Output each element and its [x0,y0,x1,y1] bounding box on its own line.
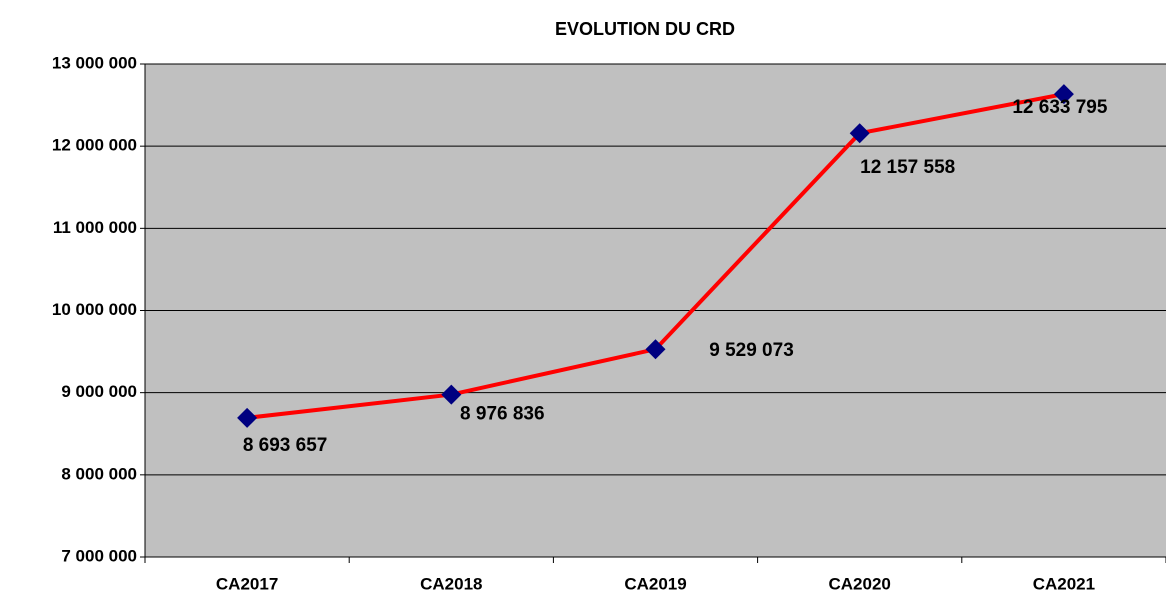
marker [237,407,258,428]
y-tick-label: 8 000 000 [61,464,137,483]
x-tick-label: CA2019 [624,574,686,593]
chart-title: EVOLUTION DU CRD [555,19,735,39]
marker [645,339,666,360]
x-tick-label: CA2020 [829,574,891,593]
x-tick-label: CA2018 [420,574,482,593]
y-tick-label: 11 000 000 [53,218,137,237]
data-label: 8 693 657 [243,435,328,456]
data-label: 9 529 073 [709,340,794,361]
y-tick-label: 9 000 000 [61,382,137,401]
marker [441,384,462,405]
data-label: 12 633 795 [1012,97,1108,118]
x-tick-label: CA2021 [1033,574,1095,593]
y-tick-label: 13 000 000 [52,53,137,72]
data-label: 12 157 558 [860,157,955,178]
marker [849,123,870,144]
x-tick-label: CA2017 [216,574,278,593]
data-label: 8 976 836 [460,404,545,425]
y-tick-label: 7 000 000 [61,546,137,565]
marker [1053,84,1074,105]
y-tick-label: 12 000 000 [52,136,137,155]
y-tick-label: 10 000 000 [52,300,137,319]
